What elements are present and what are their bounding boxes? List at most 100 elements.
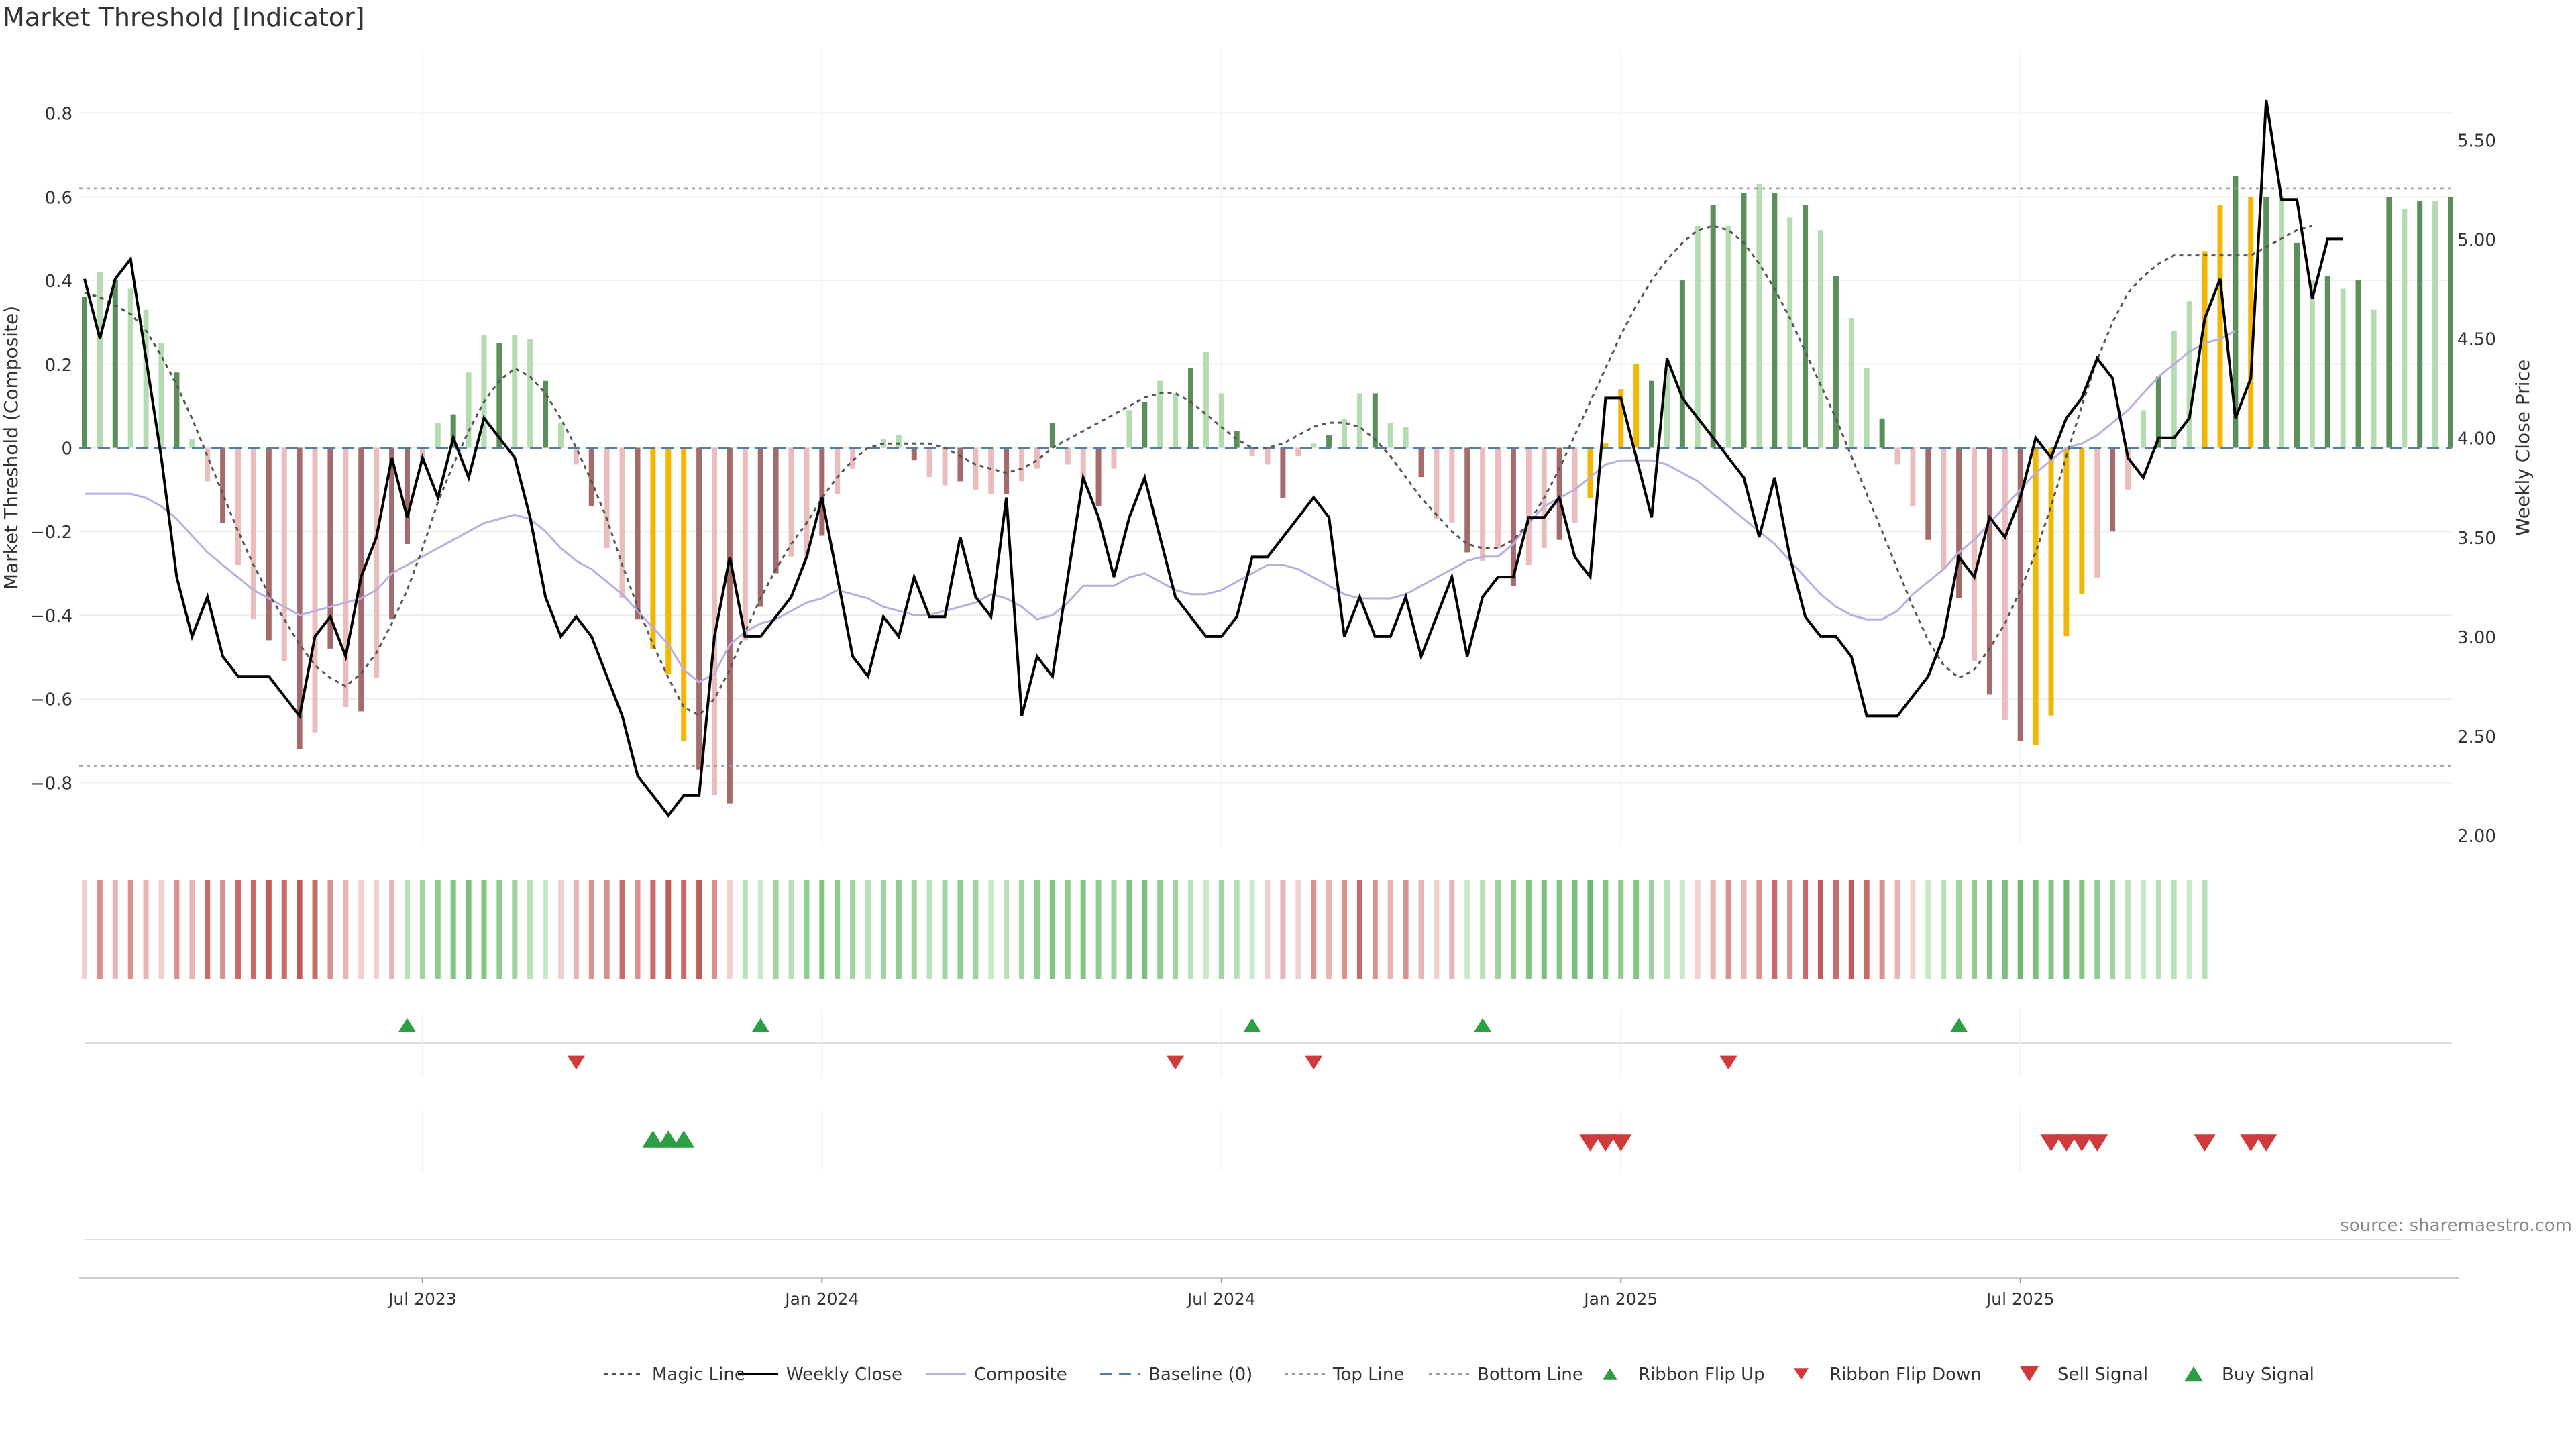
ribbon-flip-up-marker [398, 1018, 416, 1032]
x-tick-label: Jan 2024 [784, 1289, 859, 1309]
ribbon-stripe [1817, 880, 1823, 979]
composite-bar [2402, 209, 2408, 448]
composite-bar [1572, 447, 1578, 523]
ribbon-stripe [327, 880, 333, 979]
ribbon-stripe [1356, 880, 1362, 979]
composite-bar [1972, 447, 1978, 661]
composite-bar [1556, 447, 1562, 540]
composite-bar [1695, 225, 1701, 448]
composite-bar [573, 447, 579, 465]
ribbon-stripe [450, 880, 456, 979]
composite-bar [1510, 447, 1516, 586]
chart-title: Market Threshold [Indicator] [3, 3, 365, 32]
composite-bar [466, 372, 472, 448]
composite-bar [1603, 443, 1609, 448]
composite-bar [1356, 393, 1362, 448]
composite-bar [911, 447, 917, 461]
ribbon-stripe [773, 880, 779, 979]
composite-bar [1525, 447, 1532, 566]
composite-bar [1618, 389, 1624, 448]
ribbon-stripe [1434, 880, 1440, 979]
sell-signal-marker [2240, 1134, 2262, 1152]
ribbon-stripe [1065, 880, 1071, 979]
ribbon-stripe [604, 880, 610, 979]
x-axis: Jul 2023 Jan 2024 Jul 2024 Jan 2025 Jul 2025 [79, 1277, 2459, 1309]
ribbon-stripe [435, 880, 441, 979]
composite-bar [988, 447, 994, 494]
ribbon-stripe [266, 880, 272, 979]
y-tick-label: 0.6 [45, 188, 72, 208]
composite-bar [681, 447, 687, 741]
composite-bar [1111, 447, 1117, 469]
composite-bar [2324, 276, 2330, 448]
ribbon-stripe [1234, 880, 1240, 979]
legend-label: Buy Signal [2222, 1364, 2314, 1385]
composite-bar [281, 447, 287, 661]
composite-bar [804, 447, 810, 557]
composite-bar [2432, 201, 2438, 448]
ribbon-flip-up-marker [1243, 1018, 1261, 1032]
axes: 0.8 0.6 0.4 0.2 0 −0.2 −0.4 −0.6 −0.8 5.50 5.00 4.5… [0, 105, 2534, 847]
ribbon-stripe [1249, 880, 1255, 979]
composite-bar [942, 447, 948, 486]
ribbon-stripe [988, 880, 994, 979]
composite-bar [835, 447, 841, 494]
ribbon-stripe [865, 880, 871, 979]
ribbon-stripe [374, 880, 380, 979]
composite-bar [1387, 423, 1393, 448]
ribbon-stripe [404, 880, 410, 979]
x-tick-label: Jul 2025 [1985, 1289, 2055, 1309]
composite-bar [635, 447, 641, 620]
ribbon-stripe [1126, 880, 1132, 979]
composite-bar [1986, 447, 1992, 695]
composite-bar [1234, 431, 1240, 448]
ribbon-flip-down-marker [567, 1055, 585, 1070]
composite-bar [512, 335, 518, 448]
composite-bar [266, 447, 272, 641]
composite-bar [727, 447, 733, 804]
ribbon-stripe [143, 880, 149, 979]
ribbon-stripe [911, 880, 917, 979]
ribbon-stripe [619, 880, 625, 979]
composite-bar [1187, 368, 1193, 448]
composite-bar [1449, 447, 1455, 523]
composite-bar [543, 380, 549, 448]
composite-bar [1326, 435, 1332, 448]
y2-tick-label: 4.50 [2457, 330, 2496, 350]
composite-bar [1817, 230, 1823, 448]
ribbon-stripe [1280, 880, 1286, 979]
ribbon-stripe [127, 880, 133, 979]
legend-swatch [1603, 1368, 1617, 1380]
composite-bar [1203, 352, 1209, 448]
ribbon-stripe [757, 880, 763, 979]
ribbon-stripe [2063, 880, 2070, 979]
ribbon-stripe [1418, 880, 1424, 979]
composite-bar [250, 447, 256, 620]
composite-bar [2263, 197, 2269, 448]
composite-bar [2155, 376, 2161, 448]
sell-signal-marker [2040, 1134, 2062, 1152]
ribbon-stripe [389, 880, 395, 979]
composite-bar [757, 447, 763, 607]
composite-bar [1403, 427, 1409, 448]
magic-line [84, 225, 2313, 717]
composite-bar [82, 297, 87, 448]
ribbon-stripe [1019, 880, 1025, 979]
composite-bar [665, 447, 672, 674]
legend: Magic Line Weekly Close Composite Baseline … [604, 1364, 2314, 1385]
ribbon-stripe [2110, 880, 2116, 979]
ribbon-stripe [1572, 880, 1578, 979]
legend-label: Weekly Close [786, 1364, 902, 1385]
ribbon-stripe [82, 880, 87, 979]
composite-bar [2186, 301, 2192, 448]
ribbon-stripe [1326, 880, 1332, 979]
composite-bar [1941, 447, 1947, 570]
composite-bar [1649, 380, 1655, 448]
ribbon-stripe [1080, 880, 1086, 979]
legend-label: Baseline (0) [1148, 1364, 1252, 1385]
ribbon-stripe [1587, 880, 1593, 979]
ribbon-stripe [926, 880, 932, 979]
composite-bar [973, 447, 979, 490]
ribbon-stripe [1725, 880, 1731, 979]
sell-signal-marker [2255, 1134, 2277, 1152]
